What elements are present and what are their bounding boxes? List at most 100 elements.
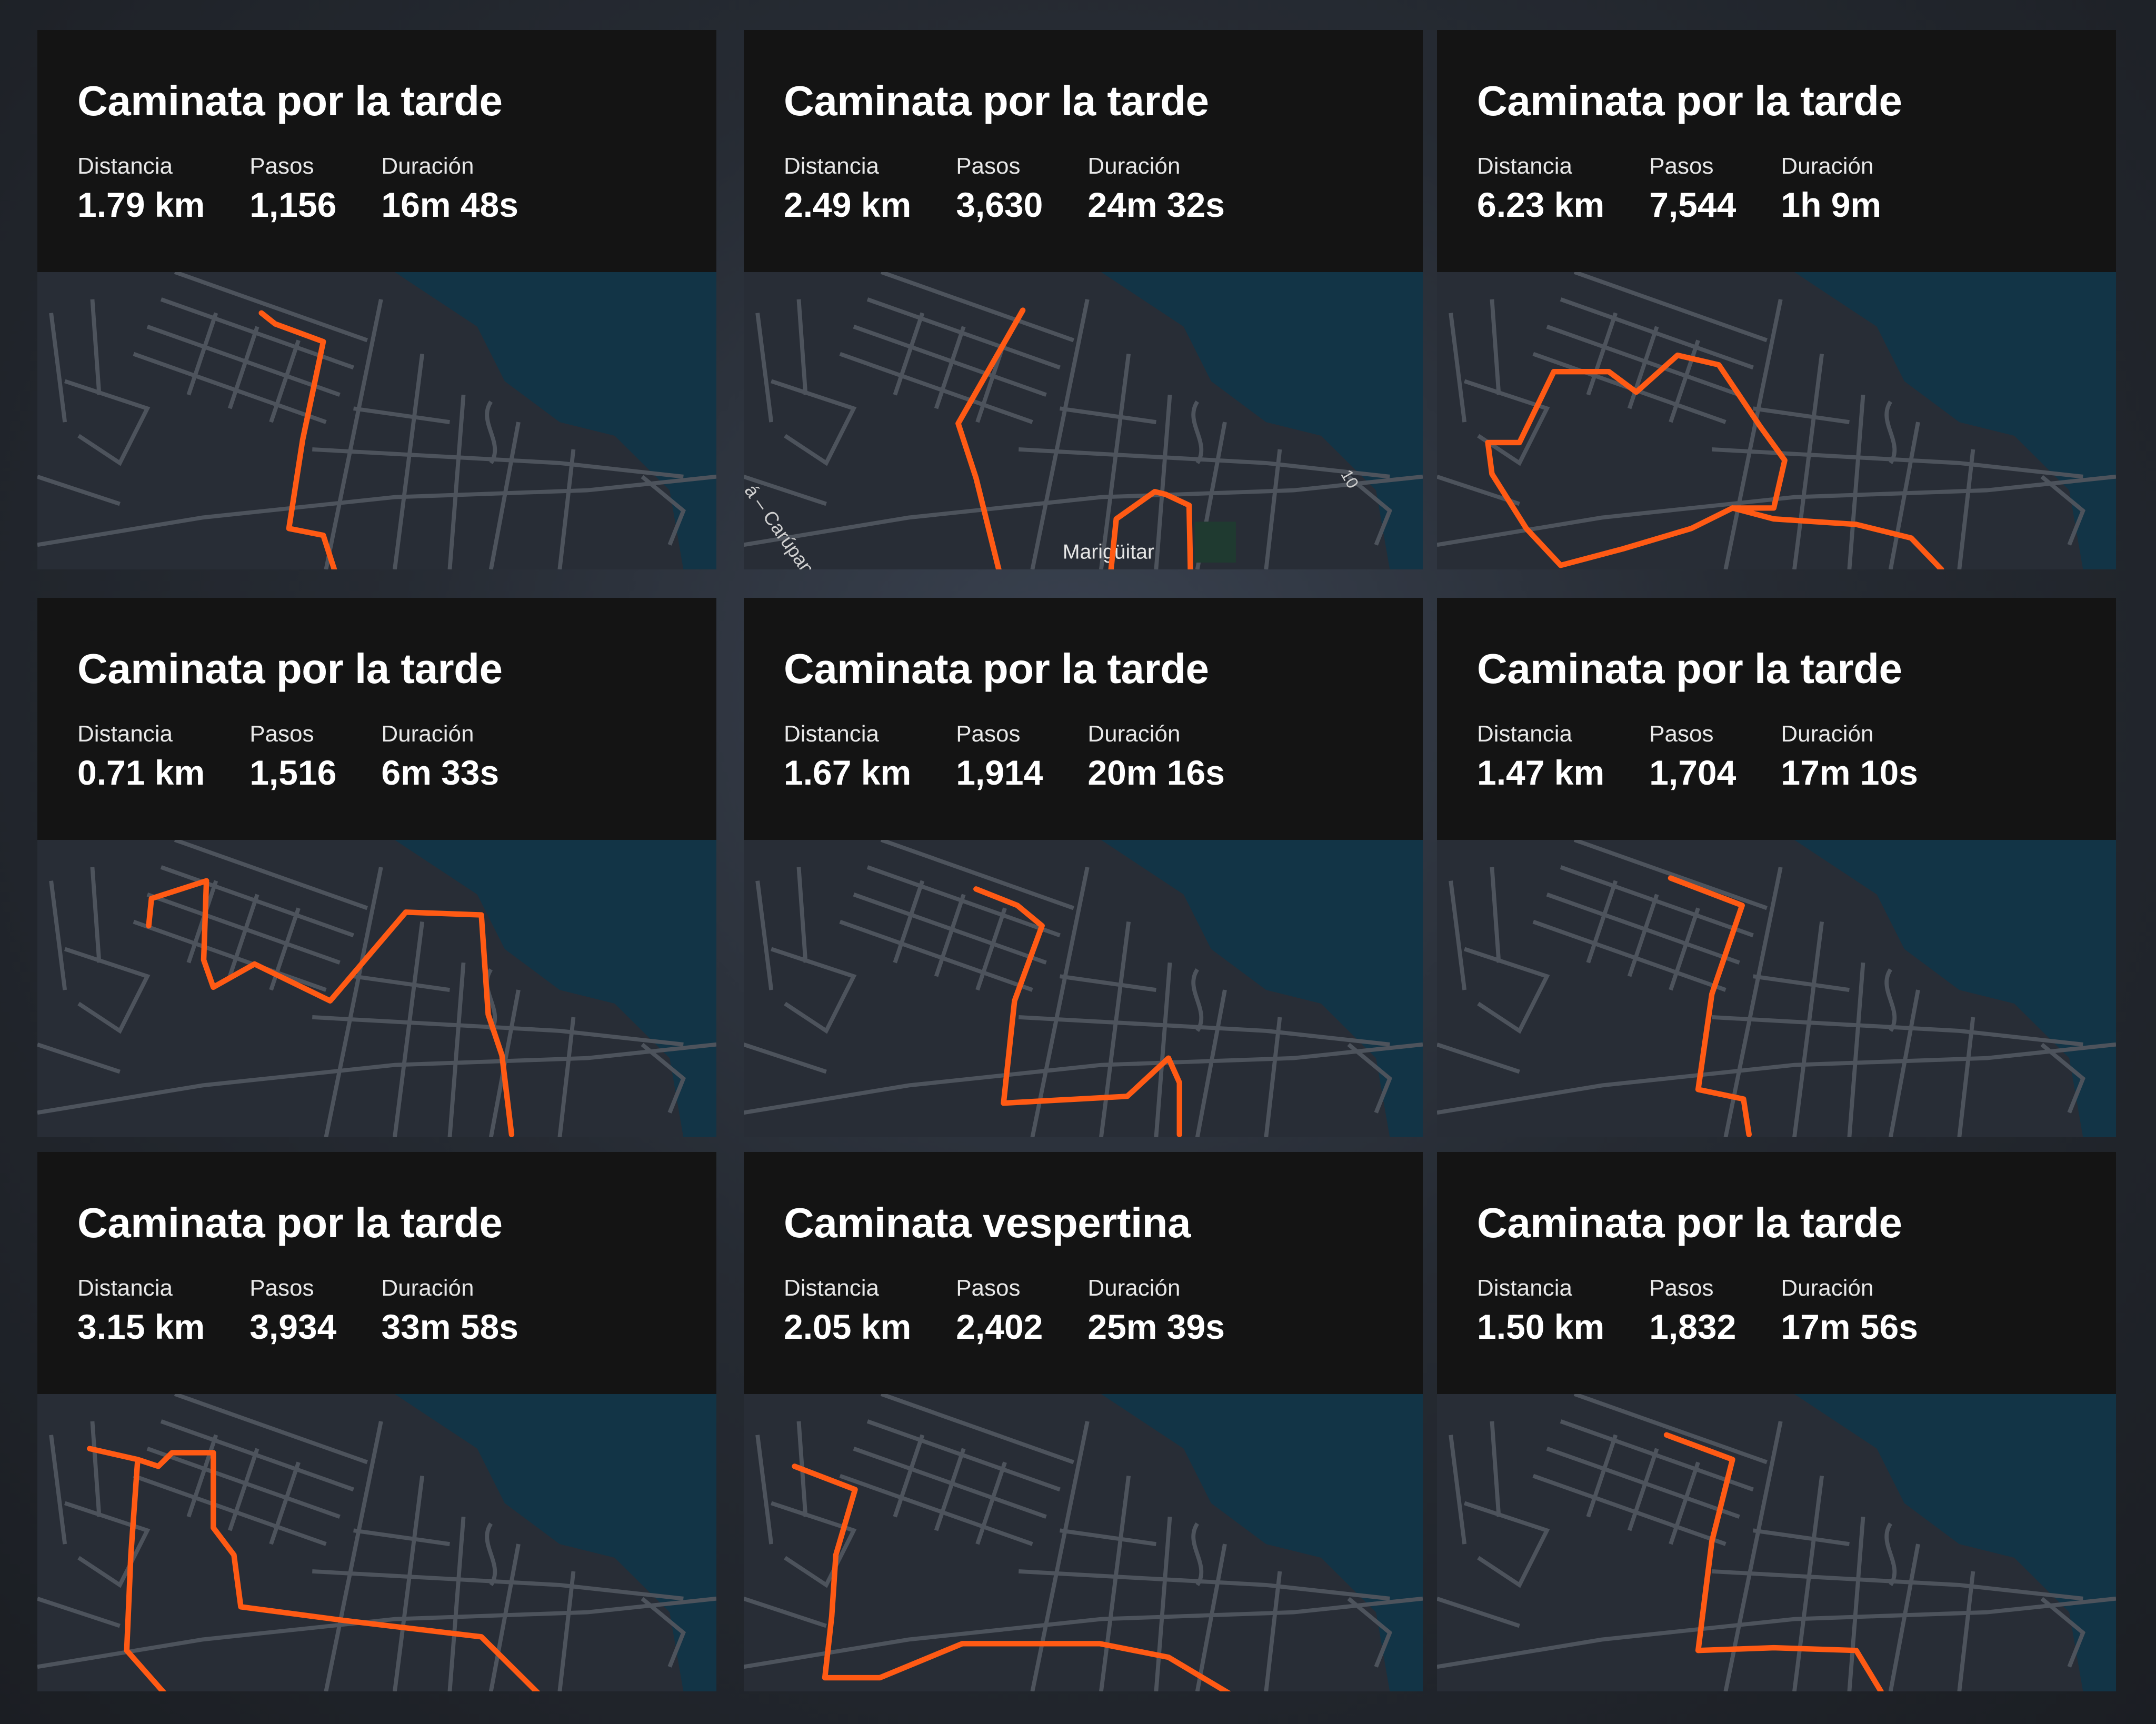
route-map[interactable]: Marigüitar á – Carúpano 10 bbox=[744, 272, 1423, 569]
stat-label: Duración bbox=[381, 1275, 474, 1301]
activity-title[interactable]: Caminata por la tarde bbox=[77, 77, 503, 124]
stat-steps: Pasos 3,934 bbox=[249, 1275, 336, 1345]
route-map[interactable] bbox=[744, 840, 1423, 1137]
stat-label: Duración bbox=[381, 721, 474, 747]
stat-value: 1.79 km bbox=[77, 185, 205, 224]
activity-title[interactable]: Caminata vespertina bbox=[784, 1199, 1191, 1246]
activity-card[interactable]: Caminata por la tarde Distancia 3.15 km Pa… bbox=[37, 1152, 716, 1691]
stat-label: Distancia bbox=[784, 1275, 879, 1301]
card-header: Caminata por la tarde Distancia 1.79 km Pa… bbox=[37, 30, 716, 272]
stat-value: 17m 10s bbox=[1781, 753, 1918, 792]
route-map[interactable] bbox=[1437, 272, 2116, 569]
stat-steps: Pasos 2,402 bbox=[956, 1277, 1043, 1346]
stat-duration: Duración 1h 9m bbox=[1781, 153, 1881, 223]
route-map[interactable] bbox=[37, 272, 716, 569]
route-line bbox=[792, 1464, 1231, 1691]
stat-duration: Duración 17m 56s bbox=[1781, 1275, 1918, 1346]
activity-card[interactable]: Caminata por la tarde Distancia 1.50 km Pa… bbox=[1437, 1152, 2116, 1691]
activity-card[interactable]: Caminata por la tarde Distancia 2.49 km Pa… bbox=[744, 30, 1423, 569]
stat-label: Pasos bbox=[1649, 1275, 1714, 1301]
stat-distance: Distancia 1.67 km bbox=[784, 723, 911, 790]
stats-row: Distancia 1.79 km Pasos 1,156 Duración 16m 48… bbox=[77, 153, 716, 224]
stat-label: Distancia bbox=[784, 153, 879, 179]
stat-label: Distancia bbox=[784, 721, 879, 747]
stat-distance: Distancia 1.47 km bbox=[1477, 723, 1604, 790]
stat-label: Pasos bbox=[249, 721, 314, 747]
stat-value: 1,156 bbox=[249, 185, 337, 224]
card-header: Caminata por la tarde Distancia 0.71 km Pa… bbox=[37, 598, 716, 840]
stat-value: 16m 48s bbox=[381, 185, 518, 224]
stat-label: Duración bbox=[1087, 1275, 1181, 1301]
activity-title[interactable]: Caminata por la tarde bbox=[784, 645, 1209, 692]
activity-title[interactable]: Caminata por la tarde bbox=[1477, 1199, 1902, 1246]
stat-value: 1.67 km bbox=[784, 753, 912, 792]
stat-value: 2.05 km bbox=[784, 1307, 912, 1346]
route-map[interactable] bbox=[744, 1394, 1423, 1691]
stat-label: Duración bbox=[1781, 1275, 1874, 1301]
stat-value: 33m 58s bbox=[381, 1307, 518, 1346]
stat-value: 17m 56s bbox=[1781, 1307, 1918, 1346]
stats-row: Distancia 1.50 km Pasos 1,832 Duración 17m 56… bbox=[1477, 1275, 2116, 1346]
stat-value: 2,402 bbox=[956, 1307, 1043, 1346]
stat-label: Duración bbox=[1087, 721, 1181, 747]
activity-card[interactable]: Caminata por la tarde Distancia 1.67 km Pa… bbox=[744, 598, 1423, 1137]
stat-value: 3.15 km bbox=[77, 1307, 205, 1346]
route-map[interactable] bbox=[37, 1394, 716, 1691]
activity-card[interactable]: Caminata por la tarde Distancia 1.47 km Pa… bbox=[1437, 598, 2116, 1137]
route-line bbox=[258, 310, 337, 569]
stat-label: Pasos bbox=[956, 153, 1021, 179]
stat-value: 1.47 km bbox=[1477, 753, 1605, 792]
stat-label: Distancia bbox=[77, 1275, 173, 1301]
activity-card[interactable]: Caminata por la tarde Distancia 6.23 km Pa… bbox=[1437, 30, 2116, 569]
route-line bbox=[1108, 489, 1193, 569]
stat-value: 6.23 km bbox=[1477, 185, 1605, 224]
card-header: Caminata por la tarde Distancia 1.50 km Pa… bbox=[1437, 1152, 2116, 1394]
card-header: Caminata por la tarde Distancia 2.49 km Pa… bbox=[744, 30, 1423, 272]
stat-value: 1,516 bbox=[249, 753, 337, 792]
stat-duration: Duración 20m 16s bbox=[1087, 723, 1225, 790]
stat-value: 2.49 km bbox=[784, 185, 912, 224]
stat-label: Distancia bbox=[77, 721, 173, 747]
stat-label: Distancia bbox=[1477, 721, 1572, 747]
route-line bbox=[1668, 875, 1752, 1137]
activity-title[interactable]: Caminata por la tarde bbox=[77, 1199, 503, 1246]
activity-title[interactable]: Caminata por la tarde bbox=[1477, 77, 1902, 124]
route-map[interactable] bbox=[1437, 1394, 2116, 1691]
stat-label: Duración bbox=[381, 153, 474, 179]
stat-label: Pasos bbox=[1649, 153, 1714, 179]
route-line bbox=[1730, 505, 1944, 569]
park-area bbox=[1194, 522, 1236, 563]
stat-distance: Distancia 0.71 km bbox=[77, 723, 205, 790]
activity-title[interactable]: Caminata por la tarde bbox=[784, 77, 1209, 124]
route-line bbox=[973, 886, 1183, 1137]
stat-steps: Pasos 3,630 bbox=[956, 153, 1043, 223]
stat-value: 6m 33s bbox=[381, 753, 500, 792]
activity-title[interactable]: Caminata por la tarde bbox=[77, 645, 503, 692]
stat-distance: Distancia 3.15 km bbox=[77, 1275, 205, 1346]
stat-value: 1,914 bbox=[956, 753, 1043, 792]
stat-value: 25m 39s bbox=[1087, 1307, 1225, 1346]
stat-value: 1,704 bbox=[1649, 753, 1736, 792]
stats-row: Distancia 2.49 km Pasos 3,630 Duración 24m 32… bbox=[784, 153, 1423, 224]
activity-title[interactable]: Caminata por la tarde bbox=[1477, 645, 1902, 692]
activity-card[interactable]: Caminata por la tarde Distancia 1.79 km Pa… bbox=[37, 30, 716, 569]
stat-value: 24m 32s bbox=[1087, 185, 1225, 224]
stats-row: Distancia 2.05 km Pasos 2,402 Duración 25m 39… bbox=[784, 1275, 1423, 1346]
activity-card[interactable]: Caminata por la tarde Distancia 0.71 km Pa… bbox=[37, 598, 716, 1137]
map-label-town: Marigüitar bbox=[1063, 540, 1154, 563]
route-map[interactable] bbox=[37, 840, 716, 1137]
stat-label: Duración bbox=[1781, 721, 1874, 747]
stats-row: Distancia 6.23 km Pasos 7,544 Duración 1h 9m bbox=[1477, 153, 2116, 224]
card-header: Caminata por la tarde Distancia 6.23 km Pa… bbox=[1437, 30, 2116, 272]
stat-label: Duración bbox=[1087, 153, 1181, 179]
stat-label: Pasos bbox=[1649, 721, 1714, 747]
stat-value: 1.50 km bbox=[1477, 1307, 1605, 1346]
card-header: Caminata por la tarde Distancia 3.15 km Pa… bbox=[37, 1152, 716, 1394]
stat-label: Pasos bbox=[956, 721, 1021, 747]
route-map[interactable] bbox=[1437, 840, 2116, 1137]
stat-steps: Pasos 1,704 bbox=[1649, 723, 1736, 790]
activity-card[interactable]: Caminata vespertina Distancia 2.05 km Paso… bbox=[744, 1152, 1423, 1691]
stat-distance: Distancia 6.23 km bbox=[1477, 155, 1605, 224]
stat-label: Duración bbox=[1781, 153, 1874, 179]
stat-label: Pasos bbox=[249, 1275, 314, 1301]
